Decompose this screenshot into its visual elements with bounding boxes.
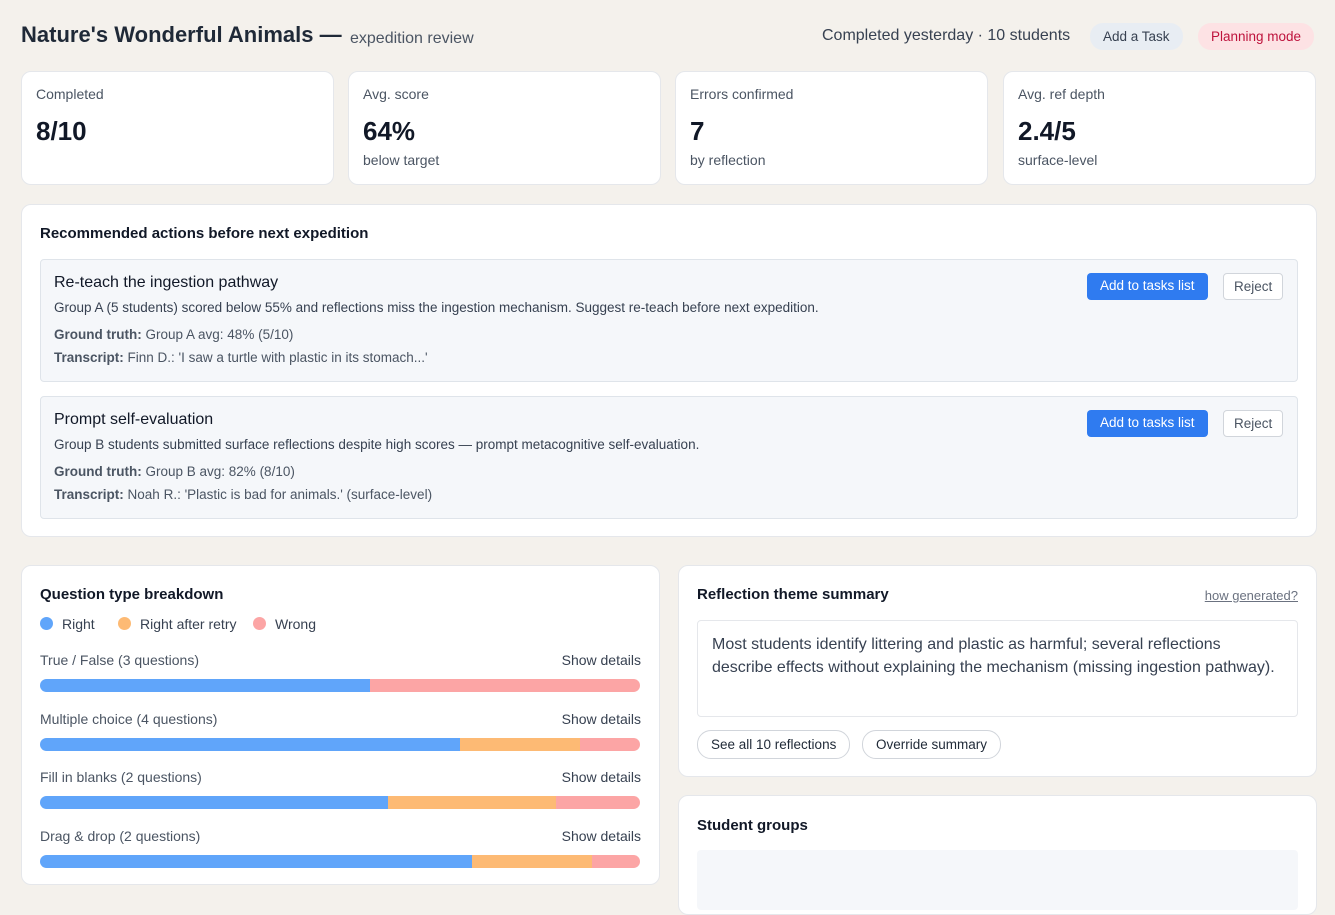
- stacked-bar: [40, 737, 640, 751]
- stacked-bar: [40, 854, 640, 868]
- transcript-label: Transcript:: [54, 350, 124, 365]
- stat-card: Avg. score 64% below target: [348, 71, 661, 185]
- bar-segment: [460, 737, 580, 751]
- action-title: Re-teach the ingestion pathway: [54, 274, 279, 291]
- stat-label: Completed: [36, 86, 104, 102]
- stat-card: Completed 8/10: [21, 71, 334, 185]
- reflection-title: Reflection theme summary: [697, 586, 889, 603]
- ground-truth: Ground truth: Group A avg: 48% (5/10): [54, 327, 293, 342]
- add-to-tasks-button[interactable]: Add to tasks list: [1087, 273, 1208, 300]
- show-details-link[interactable]: Show details: [561, 769, 641, 785]
- stat-label: Avg. score: [363, 86, 429, 102]
- stat-value: 2.4/5: [1018, 116, 1076, 146]
- actions-title: Recommended actions before next expediti…: [40, 225, 369, 242]
- bar-segment: [388, 796, 556, 809]
- ground-truth: Ground truth: Group B avg: 82% (8/10): [54, 464, 295, 479]
- transcript: Transcript: Finn D.: 'I saw a turtle wit…: [54, 350, 428, 365]
- see-all-button[interactable]: See all 10 reflections: [697, 730, 851, 759]
- page-body: Nature's Wonderful Animals — expedition …: [21, 22, 1317, 915]
- reflection-summary: Most students identify littering and pla…: [697, 620, 1298, 717]
- page: Expedition review {"header":{"title":"Na…: [21, 22, 1317, 915]
- legend-swatch: [118, 617, 131, 630]
- legend-label: Right: [62, 616, 95, 632]
- mode-badge[interactable]: Planning mode: [1198, 23, 1315, 50]
- legend-label: Wrong: [275, 616, 316, 632]
- groups-title: Student groups: [697, 817, 808, 834]
- ground-truth-label: Ground truth:: [54, 327, 142, 342]
- stat-label: Errors confirmed: [690, 86, 794, 102]
- action-description: Group B students submitted surface refle…: [54, 437, 700, 452]
- action-item: Prompt self-evaluation Group B students s…: [40, 396, 1298, 519]
- bar-segment: [556, 796, 640, 809]
- show-details-link[interactable]: Show details: [561, 652, 641, 668]
- bar-segment: [40, 854, 472, 868]
- status: Completed yesterday · 10 students: [822, 27, 1071, 44]
- legend-swatch: [40, 617, 53, 630]
- override-button[interactable]: Override summary: [862, 730, 1002, 759]
- reject-button[interactable]: Reject: [1223, 273, 1284, 300]
- stacked-bar: [40, 679, 640, 692]
- show-details-link[interactable]: Show details: [561, 710, 641, 727]
- add-task-button[interactable]: Add a Task: [1090, 23, 1183, 50]
- bar-segment: [40, 737, 460, 751]
- stat-card: Errors confirmed 7 by reflection: [675, 71, 988, 185]
- stat-card: Avg. ref depth 2.4/5 surface-level: [1003, 71, 1316, 185]
- action-title: Prompt self-evaluation: [54, 411, 214, 428]
- stat-note: below target: [363, 152, 440, 168]
- breakdown-title: Question type breakdown: [40, 586, 224, 603]
- row-label: Fill in blanks (2 questions): [40, 769, 202, 785]
- bar-segment: [472, 854, 592, 868]
- reflection-card: Reflection theme summary how generated? …: [678, 565, 1317, 777]
- bar-segment: [370, 679, 640, 692]
- transcript-value: Finn D.: 'I saw a turtle with plastic in…: [127, 350, 428, 365]
- stat-note: surface-level: [1018, 152, 1098, 168]
- ground-truth-value: Group A avg: 48% (5/10): [145, 327, 294, 342]
- bar-segment: [40, 679, 370, 692]
- bar-segment: [40, 796, 388, 809]
- add-to-tasks-button[interactable]: Add to tasks list: [1087, 410, 1208, 437]
- transcript-value: Noah R.: 'Plastic is bad for animals.' (…: [127, 487, 433, 502]
- ground-truth-value: Group B avg: 82% (8/10): [145, 464, 295, 479]
- breakdown-card: Question type breakdown Right Right after…: [21, 565, 660, 885]
- row-label: Multiple choice (4 questions): [40, 710, 218, 727]
- actions-card: Recommended actions before next expediti…: [21, 204, 1317, 537]
- groups-card: Student groups: [678, 795, 1317, 915]
- stacked-bar: [40, 796, 640, 809]
- transcript: Transcript: Noah R.: 'Plastic is bad for…: [54, 487, 432, 502]
- stat-note: by reflection: [690, 152, 766, 168]
- page-title: Nature's Wonderful Animals —: [21, 22, 342, 47]
- page-subtitle: expedition review: [350, 30, 474, 47]
- stat-value: 8/10: [36, 116, 87, 146]
- how-generated-link[interactable]: how generated?: [1204, 588, 1298, 603]
- ground-truth-label: Ground truth:: [54, 464, 142, 479]
- action-item: Re-teach the ingestion pathway Group A (5…: [40, 259, 1298, 382]
- show-details-link[interactable]: Show details: [561, 827, 641, 844]
- stat-label: Avg. ref depth: [1018, 86, 1105, 102]
- row-label: True / False (3 questions): [40, 652, 199, 668]
- bar-segment: [580, 737, 640, 751]
- row-label: Drag & drop (2 questions): [40, 827, 201, 844]
- action-description: Group A (5 students) scored below 55% an…: [54, 300, 819, 315]
- stat-value: 7: [690, 116, 705, 146]
- stat-value: 64%: [363, 116, 416, 146]
- legend-label: Right after retry: [140, 616, 237, 632]
- transcript-label: Transcript:: [54, 487, 124, 502]
- bar-segment: [592, 854, 640, 868]
- reject-button[interactable]: Reject: [1223, 410, 1284, 437]
- groups-panel: [697, 850, 1298, 910]
- legend-swatch: [253, 617, 266, 630]
